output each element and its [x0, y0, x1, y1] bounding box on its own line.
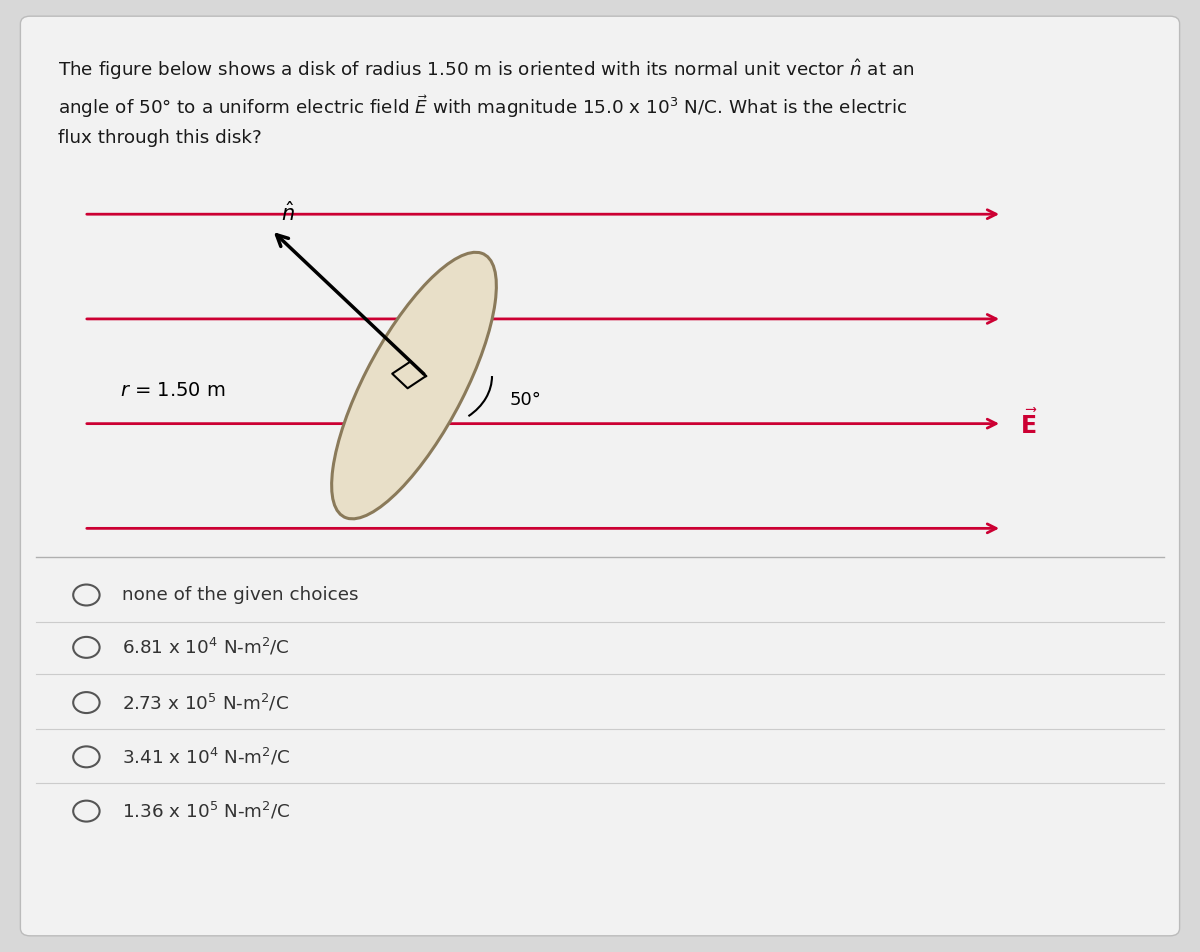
Text: 3.41 x 10$^{4}$ N-m$^{2}$/C: 3.41 x 10$^{4}$ N-m$^{2}$/C — [122, 746, 290, 767]
Text: none of the given choices: none of the given choices — [122, 586, 359, 604]
Text: $r$ = 1.50 m: $r$ = 1.50 m — [120, 381, 226, 400]
Text: 2.73 x 10$^{5}$ N-m$^{2}$/C: 2.73 x 10$^{5}$ N-m$^{2}$/C — [122, 692, 289, 713]
Text: $\hat{n}$: $\hat{n}$ — [281, 202, 295, 226]
Text: 50°: 50° — [510, 391, 542, 408]
Text: flux through this disk?: flux through this disk? — [58, 129, 262, 148]
Text: angle of 50° to a uniform electric field $\vec{E}$ with magnitude 15.0 x 10$^{3}: angle of 50° to a uniform electric field… — [58, 93, 907, 120]
Text: The figure below shows a disk of radius 1.50 m is oriented with its normal unit : The figure below shows a disk of radius … — [58, 57, 914, 82]
Text: $\vec{\mathbf{E}}$: $\vec{\mathbf{E}}$ — [1020, 408, 1038, 439]
FancyBboxPatch shape — [20, 16, 1180, 936]
Text: 1.36 x 10$^{5}$ N-m$^{2}$/C: 1.36 x 10$^{5}$ N-m$^{2}$/C — [122, 801, 290, 822]
Text: 6.81 x 10$^{4}$ N-m$^{2}$/C: 6.81 x 10$^{4}$ N-m$^{2}$/C — [122, 637, 290, 658]
Ellipse shape — [331, 252, 497, 519]
